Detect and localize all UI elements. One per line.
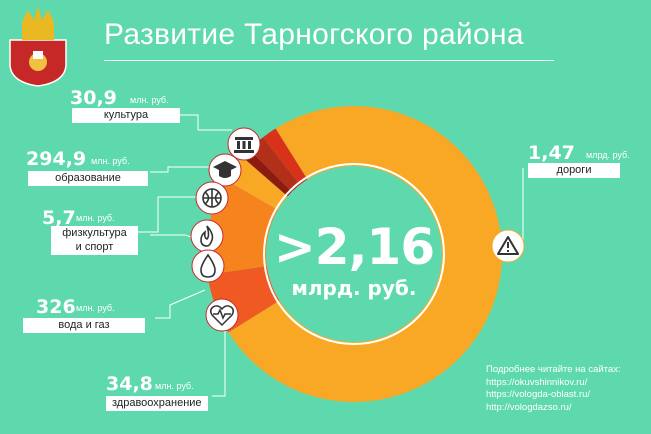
sport-label-2: и спорт [51, 240, 138, 255]
health-unit: млн. руб. [155, 381, 194, 391]
basketball-icon [202, 188, 222, 208]
budget-ring [205, 106, 502, 402]
education-label: образование [28, 171, 148, 186]
column-icon [234, 137, 254, 153]
icon-water [191, 249, 225, 283]
education-unit: млн. руб. [91, 156, 130, 166]
footer: Подробнее читайте на сайтах: https://oku… [486, 364, 621, 414]
title-divider [104, 60, 554, 61]
icon-culture [227, 127, 261, 161]
roads-amount: 1,47 [528, 142, 575, 164]
icon-sport [195, 181, 229, 215]
warning-road-icon [497, 236, 519, 255]
icon-health [205, 298, 239, 332]
page-title: Развитие Тарногского района [104, 18, 524, 51]
culture-unit: млн. руб. [130, 95, 169, 105]
graduation-cap-icon [213, 161, 237, 178]
health-label: здравоохранение [106, 396, 208, 411]
roads-label: дороги [528, 163, 620, 178]
footer-heading: Подробнее читайте на сайтах: [486, 364, 621, 375]
footer-link-1[interactable]: https://okuvshinnikov.ru/ [486, 376, 588, 388]
water-gas-unit: млн. руб. [76, 303, 115, 313]
total-unit: млрд. руб. [291, 276, 417, 300]
sport-unit: млн. руб. [76, 213, 115, 223]
water-gas-amount: 326 [36, 296, 76, 318]
coat-of-arms-icon [9, 6, 67, 87]
health-amount: 34,8 [106, 373, 153, 395]
water-drop-icon [200, 253, 216, 278]
culture-label: культура [72, 108, 180, 123]
education-amount: 294,9 [26, 148, 87, 170]
icon-gas [190, 219, 224, 253]
water-gas-label: вода и газ [23, 318, 145, 333]
roads-unit: млрд. руб. [586, 150, 630, 160]
culture-amount: 30,9 [70, 87, 117, 109]
footer-link-3[interactable]: http://vologdazso.ru/ [486, 401, 572, 413]
icon-education [208, 153, 242, 187]
flame-icon [200, 225, 214, 247]
ring-hole [266, 166, 442, 342]
sport-label-1: физкультура [51, 226, 138, 241]
heart-pulse-icon [209, 305, 235, 327]
icon-roads [491, 229, 525, 263]
total-value: >2,16 [273, 218, 435, 276]
sport-amount: 5,7 [42, 207, 76, 229]
footer-link-2[interactable]: https://vologda-oblast.ru/ [486, 389, 591, 400]
